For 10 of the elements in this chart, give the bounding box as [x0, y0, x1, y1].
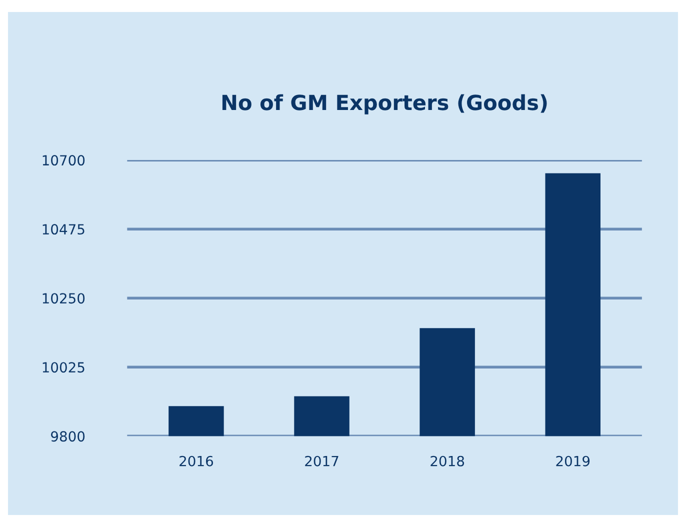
- y-tick-label: 10475: [42, 224, 84, 235]
- x-tick-label: 2017: [305, 456, 338, 466]
- y-tick-label: 9800: [51, 431, 85, 442]
- x-tick-label: 2018: [430, 456, 464, 466]
- y-tick-label: 10250: [42, 293, 85, 304]
- x-tick-label: 2016: [180, 456, 214, 466]
- y-tick-label: 10025: [42, 362, 84, 373]
- x-tick-label: 2019: [556, 456, 590, 466]
- chart-title: No of GM Exporters (Goods): [222, 94, 547, 114]
- y-tick-label: 10700: [42, 155, 85, 166]
